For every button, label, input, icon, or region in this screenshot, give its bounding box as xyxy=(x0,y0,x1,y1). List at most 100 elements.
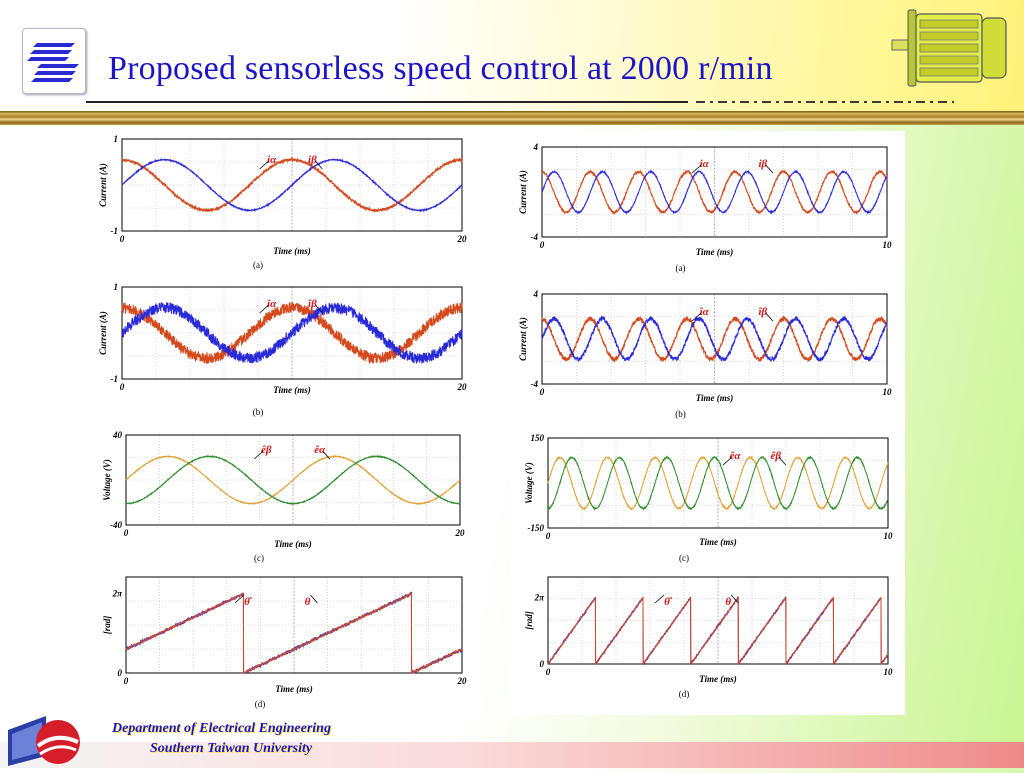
label-arrow xyxy=(322,450,331,460)
x-tick-label: 10 xyxy=(883,387,893,397)
series-label: îα xyxy=(700,306,710,318)
y-tick-label: -4 xyxy=(531,232,539,242)
label-arrow xyxy=(691,312,702,322)
y-axis-label: [rad] xyxy=(102,616,112,635)
label-arrow xyxy=(315,304,323,314)
x-tick-label: 10 xyxy=(883,240,893,250)
label-arrow xyxy=(730,594,739,604)
chart-R-a: iα iβ 4 -40 10 Time (ms) Current (A) (a) xyxy=(518,142,892,273)
series-trace xyxy=(541,169,888,215)
y-tick-label: 40 xyxy=(112,430,123,440)
x-axis-label: Time (ms) xyxy=(696,247,733,257)
y-axis-label: Voltage (V) xyxy=(524,462,534,504)
x-tick-label: 0 xyxy=(120,234,125,244)
x-tick-label: 10 xyxy=(884,667,894,677)
x-tick-label: 20 xyxy=(457,676,468,686)
grid xyxy=(548,438,888,528)
figure-caption: (b) xyxy=(675,409,686,419)
x-axis-label: Time (ms) xyxy=(699,537,736,547)
label-arrow xyxy=(765,164,774,174)
series-label: iα xyxy=(700,158,710,170)
header-band xyxy=(0,0,1024,112)
label-arrow xyxy=(259,304,269,314)
series-label: θ̂ xyxy=(664,596,673,608)
dashed-underline xyxy=(696,101,954,103)
chart-L-d: θ̂ θ 2π 00 20 Time (ms) [rad] (d) xyxy=(102,576,468,709)
x-axis-label: Time (ms) xyxy=(273,246,310,256)
series-trace xyxy=(547,595,889,666)
label-arrow xyxy=(310,594,318,604)
grid xyxy=(126,435,460,525)
y-tick-label: -1 xyxy=(111,374,119,384)
decorative-divider xyxy=(0,111,1024,125)
series-label: êβ xyxy=(261,444,272,456)
label-arrow xyxy=(654,594,665,604)
label-arrow xyxy=(778,456,787,466)
chart-R-b: îα îβ 4 -40 10 Time (ms) Current (A) (b) xyxy=(518,289,892,419)
x-tick-label: 0 xyxy=(546,531,551,541)
y-tick-label: -1 xyxy=(111,226,119,236)
plot-frame xyxy=(125,576,463,674)
series-trace xyxy=(125,454,461,506)
series-label: iβ xyxy=(308,154,317,166)
x-tick-label: 0 xyxy=(124,676,129,686)
y-tick-label: -150 xyxy=(528,523,545,533)
chart-L-b: îα îβ 1 -10 20 Time (ms) Current (A) (b) xyxy=(98,282,467,417)
chart-R-d: θ̂ θ 2π 00 10 Time (ms) [rad] (d) xyxy=(524,576,894,699)
y-axis-label: Current (A) xyxy=(518,317,528,361)
label-arrow xyxy=(315,160,323,170)
series-trace xyxy=(121,157,463,213)
title-underline xyxy=(86,101,688,103)
footer-department: Department of Electrical Engineering xyxy=(112,721,331,736)
series-label: θ xyxy=(305,596,311,608)
series-trace xyxy=(541,169,888,215)
figure-caption: (d) xyxy=(255,699,266,709)
figure-caption: (c) xyxy=(254,553,264,563)
x-tick-label: 0 xyxy=(546,667,551,677)
y-axis-label: [rad] xyxy=(524,611,534,630)
series-label: θ xyxy=(725,596,731,608)
series-trace xyxy=(541,315,888,364)
right-figure-panel: iα iβ 4 -4 0 10 Time (ms) Current (A) (a) îα îβ 4 -4… xyxy=(510,131,905,715)
series-trace xyxy=(125,591,463,674)
series-trace xyxy=(125,454,461,506)
series-label: îβ xyxy=(758,306,767,318)
figure-caption: (a) xyxy=(676,263,686,273)
label-arrow xyxy=(722,456,733,466)
grid xyxy=(548,577,888,664)
series-label: êα xyxy=(730,450,742,462)
figure-caption: (b) xyxy=(253,407,264,417)
footer-band xyxy=(0,742,1024,768)
label-arrow xyxy=(259,160,269,170)
y-tick-label: 4 xyxy=(533,142,539,152)
series-label: îα xyxy=(267,298,277,310)
slide-title: Proposed sensorless speed control at 200… xyxy=(108,50,773,87)
label-arrow xyxy=(234,594,245,604)
y-axis-label: Current (A) xyxy=(98,311,108,355)
y-tick-label: 0 xyxy=(118,668,123,678)
y-axis-label: Current (A) xyxy=(98,163,108,207)
series-label: êβ xyxy=(771,450,782,462)
y-axis-label: Voltage (V) xyxy=(102,459,112,501)
left-figure-panel: iα iβ 1 -1 0 20 Time (ms) Current (A) (a) îα îβ 1 -1… xyxy=(86,129,480,721)
x-tick-label: 20 xyxy=(457,382,468,392)
label-arrow xyxy=(691,164,702,174)
motor-icon xyxy=(888,4,1012,92)
x-tick-label: 20 xyxy=(455,528,466,538)
series-label: êα xyxy=(314,444,326,456)
x-axis-label: Time (ms) xyxy=(699,674,736,684)
y-tick-label: 1 xyxy=(114,134,119,144)
series-label: θ̂ xyxy=(244,596,253,608)
x-tick-label: 0 xyxy=(124,528,129,538)
grid xyxy=(542,147,887,237)
label-arrow xyxy=(254,450,264,460)
figure-caption: (c) xyxy=(679,553,689,563)
series-trace xyxy=(121,156,463,213)
department-logo-icon xyxy=(4,712,94,768)
plot-frame xyxy=(547,576,889,665)
series-label: iβ xyxy=(758,158,767,170)
series-label: îβ xyxy=(308,298,317,310)
